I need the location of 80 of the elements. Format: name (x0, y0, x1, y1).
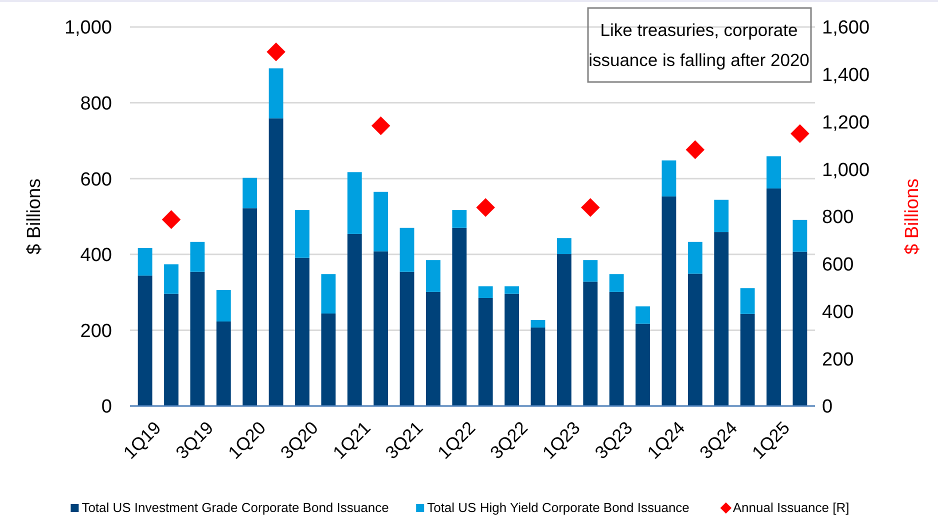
y2-tick-label: 800 (822, 207, 854, 228)
bar (374, 251, 388, 406)
bar (295, 258, 310, 406)
y-tick-label: 400 (80, 245, 112, 266)
legend-label: Total US High Yield Corporate Bond Issuance (427, 500, 690, 515)
bar (766, 188, 781, 406)
bar (452, 210, 467, 228)
point (790, 124, 810, 143)
bar (164, 294, 178, 406)
y2-tick-label: 1,400 (822, 65, 870, 86)
bar (556, 254, 572, 406)
bar (216, 290, 231, 322)
bar (504, 294, 519, 406)
y2-tick-label: 600 (822, 254, 854, 276)
bar (583, 282, 598, 406)
bar (400, 272, 414, 406)
y2-tick-label: 0 (822, 396, 833, 418)
bar (426, 292, 440, 406)
point (580, 198, 600, 217)
bar (662, 196, 676, 406)
bar (321, 314, 336, 406)
bar (688, 242, 702, 274)
bar (190, 242, 205, 272)
bar (636, 306, 650, 324)
y-axis-title: $ Billions (24, 178, 45, 255)
bar (216, 321, 231, 406)
bar (792, 220, 808, 252)
bar (242, 178, 258, 208)
bar (609, 274, 624, 292)
bar (792, 252, 808, 406)
y2-tick-label: 400 (822, 302, 854, 323)
bar (295, 210, 310, 258)
text: Like treasuries, corporate issuance is falling after 2020 (588, 20, 810, 70)
bar (242, 208, 258, 406)
bar (400, 228, 414, 272)
bar (583, 260, 598, 282)
bar (740, 314, 755, 406)
y-tick-label: 800 (80, 93, 112, 114)
y2-axis-title: $ Billions (902, 178, 923, 255)
y-tick-label: 200 (80, 320, 112, 342)
bar (268, 68, 284, 118)
bar (556, 238, 572, 254)
y2-tick-label: 1,200 (822, 112, 870, 134)
point (162, 210, 181, 229)
bar (530, 320, 546, 328)
bar (374, 192, 388, 252)
bar (740, 288, 755, 314)
bar (478, 286, 493, 298)
y-tick-label: 1,000 (64, 18, 112, 39)
y-tick-label: 0 (101, 396, 112, 418)
bar (504, 286, 519, 294)
point (686, 140, 705, 160)
bar (321, 274, 336, 314)
y2-tick-label: 1,600 (822, 18, 870, 39)
bar (347, 234, 362, 406)
bar (609, 292, 624, 406)
bar (714, 200, 729, 232)
point (266, 42, 286, 62)
point (476, 198, 495, 217)
bar (268, 118, 284, 406)
bar (426, 260, 440, 292)
bar (766, 156, 781, 188)
y2-tick-label: 1,000 (822, 160, 870, 181)
bar (138, 248, 152, 276)
bar (190, 272, 205, 406)
bar (138, 276, 152, 406)
y2-tick-label: 200 (822, 349, 854, 370)
bar (347, 172, 362, 234)
bar (662, 160, 676, 196)
bar (478, 298, 493, 406)
y-tick-label: 600 (80, 169, 112, 190)
bar (530, 328, 546, 406)
legend-label: Annual Issuance [R] (732, 500, 850, 515)
bar (636, 324, 650, 406)
bar (452, 228, 467, 406)
bar (164, 264, 178, 294)
bar (714, 232, 729, 406)
legend-label: Total US Investment Grade Corporate Bond Issuance (82, 500, 389, 515)
point (371, 116, 390, 136)
bar (688, 274, 702, 406)
